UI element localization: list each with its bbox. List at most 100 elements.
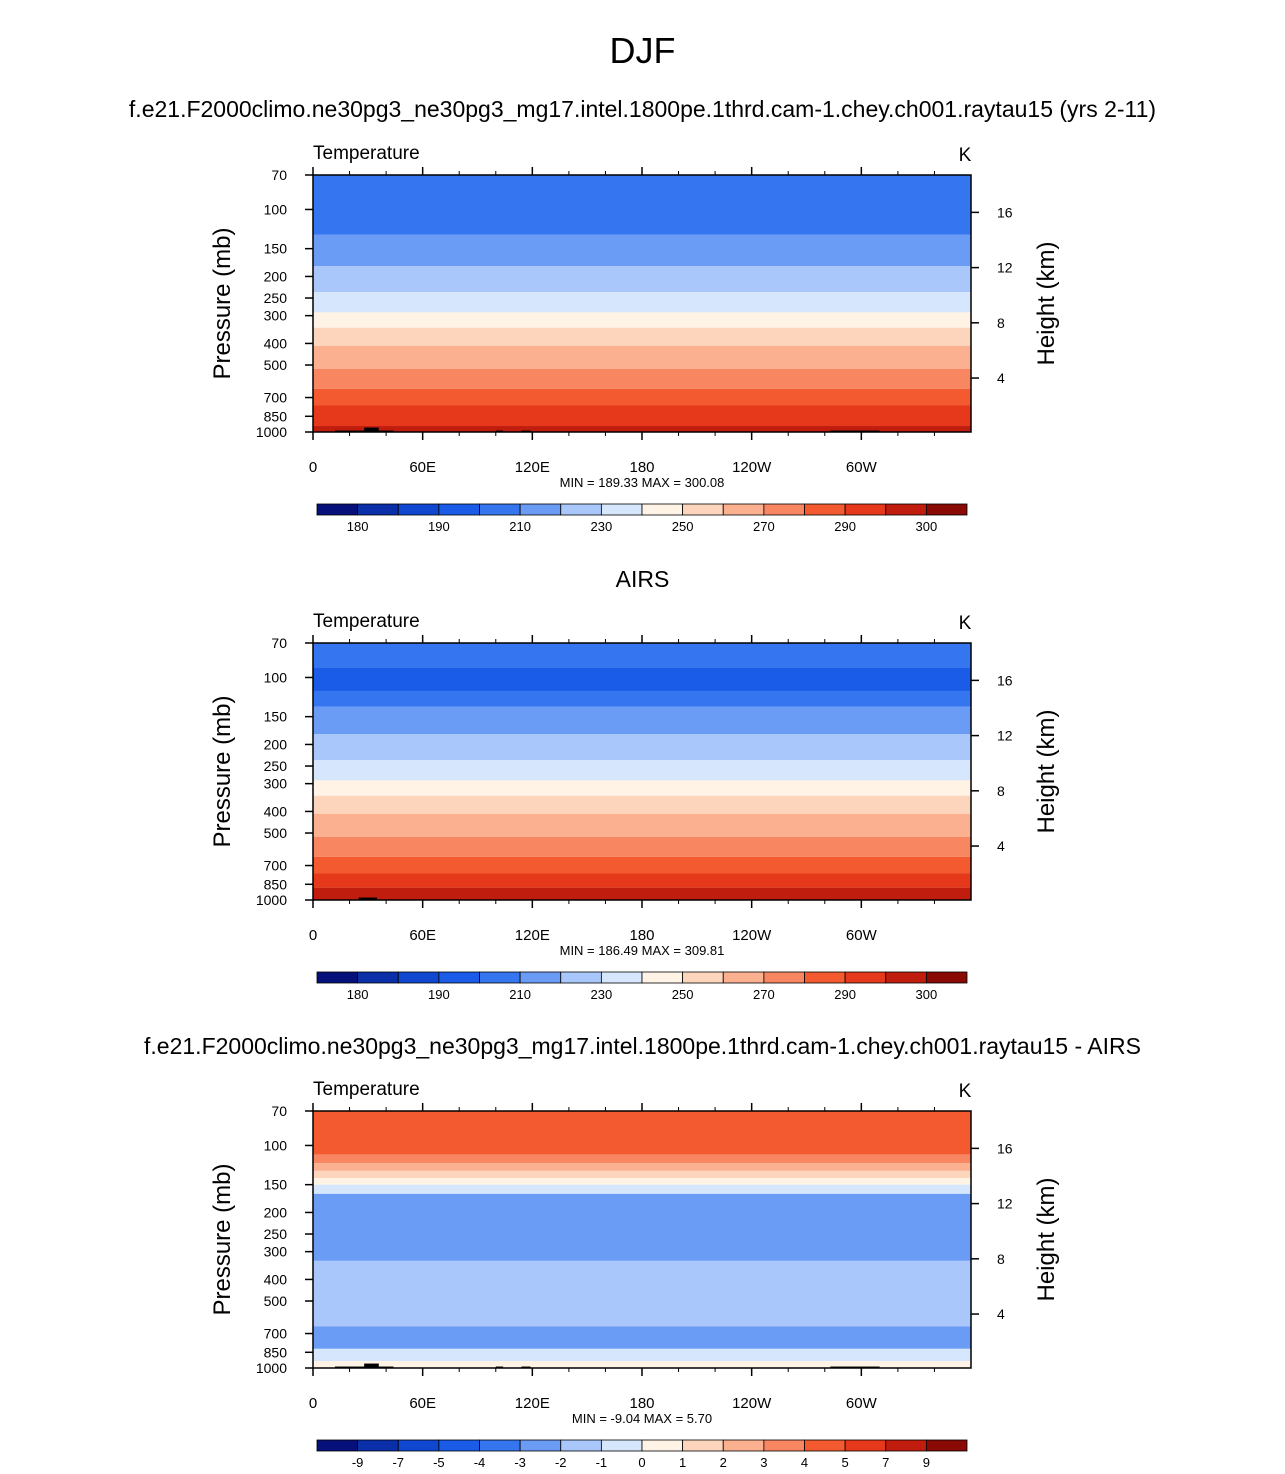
colorbar-label: 5 xyxy=(842,1455,849,1470)
contour-band xyxy=(313,1154,971,1164)
colorbar-label: 230 xyxy=(591,987,613,1002)
colorbar-box xyxy=(844,503,887,516)
colorbar: -9 -7 -5 -4 -3 -2 -1 0 1 2 3 4 5 7 9 xyxy=(316,1439,968,1470)
y-tick-label: 200 xyxy=(264,268,288,284)
contour-band xyxy=(313,734,971,761)
contour-band xyxy=(313,327,971,346)
colorbar-box xyxy=(682,1439,724,1452)
colorbar-label: 210 xyxy=(509,987,531,1002)
contour-band xyxy=(313,1184,971,1194)
contour-bands xyxy=(313,643,971,900)
colorbar-box xyxy=(844,1439,887,1452)
panel-title-diff: f.e21.F2000climo.ne30pg3_ne30pg3_mg17.in… xyxy=(144,1033,1141,1059)
x-tick-label: 180 xyxy=(629,1395,654,1412)
contour-band xyxy=(313,643,971,668)
colorbar-box xyxy=(397,503,440,516)
colorbar-label: 9 xyxy=(923,1455,930,1470)
colorbar-label: 300 xyxy=(916,519,938,534)
colorbar-box xyxy=(357,503,399,516)
contour-band xyxy=(313,292,971,313)
colorbar-box xyxy=(722,503,765,516)
contour-band xyxy=(313,1170,971,1178)
contour-band xyxy=(313,690,971,707)
main-title: DJF xyxy=(609,30,676,71)
x-tick-label: 60W xyxy=(846,459,878,476)
y-tick-label: 200 xyxy=(264,1204,288,1220)
x-tick-label: 120E xyxy=(515,459,550,476)
y-tick-label: 400 xyxy=(264,803,288,819)
y-tick-label: 70 xyxy=(271,167,287,183)
colorbar-label: -2 xyxy=(555,1455,567,1470)
y-right-axis-label: Height (km) xyxy=(1033,709,1060,833)
y-right-tick-label: 8 xyxy=(997,783,1005,799)
y-right-tick-label: 16 xyxy=(997,672,1013,688)
colorbar: 180 190 210 230 250 270 290 300 xyxy=(316,503,968,534)
contour-band xyxy=(313,175,971,235)
y-tick-label: 1000 xyxy=(256,424,287,440)
terrain-block xyxy=(364,1363,379,1368)
colorbar-box xyxy=(722,971,765,984)
colorbar-box xyxy=(438,1439,480,1452)
y-tick-label: 1000 xyxy=(256,1360,287,1376)
contour-band xyxy=(313,760,971,781)
colorbar-label: 7 xyxy=(882,1455,889,1470)
colorbar-box xyxy=(519,503,562,516)
y-right-tick-label: 12 xyxy=(997,260,1013,276)
variable-label: Temperature xyxy=(313,611,420,632)
y-tick-label: 300 xyxy=(264,776,288,792)
colorbar-label: -3 xyxy=(514,1455,526,1470)
colorbar-box xyxy=(844,971,887,984)
units-label: K xyxy=(959,145,972,166)
x-tick-label: 120E xyxy=(515,927,550,944)
colorbar-label: -4 xyxy=(474,1455,486,1470)
contour-band xyxy=(313,368,971,389)
panel-title-model: f.e21.F2000climo.ne30pg3_ne30pg3_mg17.in… xyxy=(128,96,1157,122)
contour-band xyxy=(313,1111,971,1155)
contour-band xyxy=(313,1348,971,1361)
colorbar-box xyxy=(641,1439,684,1452)
colorbar-box xyxy=(763,971,805,984)
x-tick-label: 120W xyxy=(732,1395,772,1412)
colorbar-label: 250 xyxy=(672,519,694,534)
variable-label: Temperature xyxy=(313,143,420,164)
colorbar-label: 3 xyxy=(760,1455,767,1470)
panel-obs: 0 60E 120E 180 120W 60W 70 100 150 200 250 300 400 50… xyxy=(209,611,1060,1002)
y-tick-label: 250 xyxy=(264,758,288,774)
colorbar-box xyxy=(397,971,440,984)
contour-band xyxy=(313,1326,971,1349)
y-tick-label: 300 xyxy=(264,1244,288,1260)
colorbar-box xyxy=(519,1439,562,1452)
colorbar-label: 180 xyxy=(347,519,369,534)
y-tick-label: 850 xyxy=(264,408,288,424)
y-axis-label: Pressure (mb) xyxy=(209,1163,236,1315)
x-tick-label: 60W xyxy=(846,1395,878,1412)
contour-band xyxy=(313,873,971,888)
contour-band xyxy=(313,856,971,874)
colorbar-box xyxy=(438,971,480,984)
panel-title-obs: AIRS xyxy=(615,566,670,592)
terrain-block xyxy=(364,427,379,432)
contour-band xyxy=(313,887,971,900)
colorbar-box xyxy=(885,971,927,984)
x-tick-label: 0 xyxy=(309,927,317,944)
x-tick-label: 60E xyxy=(409,459,436,476)
contour-bands xyxy=(313,175,971,432)
panel-diff: 0 60E 120E 180 120W 60W7010015020025030040050… xyxy=(209,1079,1060,1470)
colorbar-label: 290 xyxy=(834,987,856,1002)
colorbar-label: 300 xyxy=(916,987,938,1002)
y-tick-label: 150 xyxy=(264,709,288,725)
stats-label: MIN = 186.49 MAX = 309.81 xyxy=(560,943,725,958)
colorbar-label: 180 xyxy=(347,987,369,1002)
y-tick-label: 100 xyxy=(264,201,288,217)
contour-band xyxy=(313,706,971,735)
colorbar-box xyxy=(600,503,643,516)
y-tick-label: 250 xyxy=(264,290,288,306)
colorbar-box xyxy=(804,1439,846,1452)
colorbar-box xyxy=(479,503,521,516)
y-axis-label: Pressure (mb) xyxy=(209,227,236,379)
colorbar-label: -9 xyxy=(352,1455,364,1470)
colorbar-box xyxy=(763,503,805,516)
units-label: K xyxy=(959,1081,972,1102)
y-right-tick-label: 16 xyxy=(997,1140,1013,1156)
y-axis-label: Pressure (mb) xyxy=(209,695,236,847)
